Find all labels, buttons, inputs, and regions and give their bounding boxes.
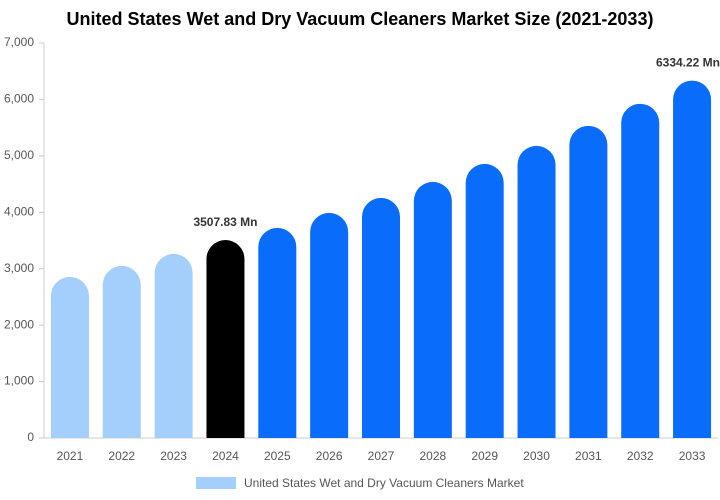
y-tick-label: 4,000	[4, 204, 34, 218]
x-tick-label: 2023	[160, 449, 187, 463]
y-tick-label: 3,000	[4, 261, 34, 275]
bar	[102, 265, 141, 438]
y-tick-label: 2,000	[4, 317, 34, 331]
x-tick-label: 2030	[523, 449, 550, 463]
bar	[569, 125, 608, 438]
x-tick-label: 2033	[679, 449, 706, 463]
x-tick-label: 2024	[212, 449, 239, 463]
legend-label: United States Wet and Dry Vacuum Cleaner…	[244, 476, 524, 490]
value-label: 3507.83 Mn	[193, 215, 257, 229]
x-tick-label: 2021	[57, 449, 84, 463]
bar	[50, 276, 89, 438]
x-tick-label: 2028	[419, 449, 446, 463]
bar	[206, 240, 245, 438]
bar	[621, 103, 660, 438]
chart-title: United States Wet and Dry Vacuum Cleaner…	[67, 9, 654, 29]
y-tick-label: 5,000	[4, 148, 34, 162]
x-tick-label: 2025	[264, 449, 291, 463]
bar	[362, 197, 400, 438]
x-tick-label: 2031	[575, 449, 602, 463]
bar	[258, 227, 297, 438]
x-tick-label: 2029	[471, 449, 498, 463]
x-tick-label: 2027	[368, 449, 395, 463]
bar	[413, 181, 452, 438]
x-tick-label: 2026	[316, 449, 343, 463]
bar	[310, 212, 349, 438]
x-tick-label: 2032	[627, 449, 654, 463]
y-tick-label: 0	[27, 430, 34, 444]
x-tick-label: 2022	[108, 449, 135, 463]
bar	[673, 80, 712, 438]
y-tick-label: 7,000	[4, 35, 34, 49]
bar	[517, 145, 556, 438]
y-tick-label: 1,000	[4, 374, 34, 388]
bar	[465, 163, 504, 438]
value-label: 6334.22 Mn	[656, 56, 720, 70]
y-tick-label: 6,000	[4, 92, 34, 106]
bar	[154, 253, 193, 438]
legend-swatch	[196, 477, 236, 489]
